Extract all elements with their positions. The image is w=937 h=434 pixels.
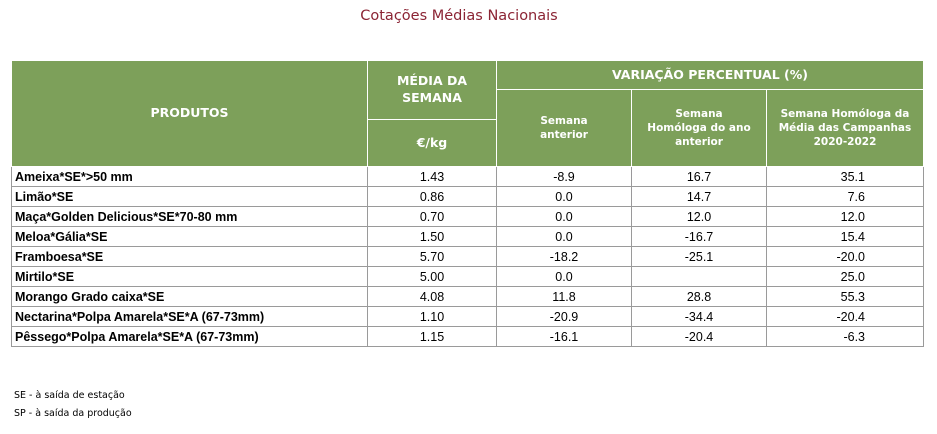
cell-media-semana: 5.00 [367,266,497,287]
cell-homologa-ano-anterior: -16.7 [631,226,767,247]
cell-semana-anterior: 0.0 [496,186,632,207]
page-title: Cotações Médias Nacionais [360,8,558,24]
cell-homologa-campanhas: -20.4 [766,306,924,327]
header-produtos: PRODUTOS [11,60,368,167]
cell-homologa-campanhas: 15.4 [766,226,924,247]
cell-semana-anterior: -8.9 [496,166,632,187]
cell-media-semana: 5.70 [367,246,497,267]
header-media-semana: MÉDIA DA SEMANA [367,60,497,120]
cell-homologa-campanhas: 12.0 [766,206,924,227]
cell-semana-anterior: 0.0 [496,226,632,247]
cell-produto: Nectarina*Polpa Amarela*SE*A (67-73mm) [11,306,368,327]
cell-homologa-ano-anterior [631,266,767,287]
cell-produto: Maça*Golden Delicious*SE*70-80 mm [11,206,368,227]
header-homologa-ano-anterior: Semana Homóloga do ano anterior [631,89,767,167]
cell-homologa-ano-anterior: -20.4 [631,326,767,347]
cell-media-semana: 1.10 [367,306,497,327]
table-row: Meloa*Gália*SE 1.50 0.0 -16.7 15.4 [11,226,924,247]
cell-media-semana: 4.08 [367,286,497,307]
cell-homologa-campanhas: 7.6 [766,186,924,207]
table-body: Ameixa*SE*>50 mm 1.43 -8.9 16.7 35.1 Limão*SE… [11,166,924,347]
table-row: Limão*SE 0.86 0.0 14.7 7.6 [11,186,924,207]
cell-produto: Meloa*Gália*SE [11,226,368,247]
cell-homologa-campanhas: 55.3 [766,286,924,307]
header-homologa-campanhas: Semana Homóloga da Média das Campanhas 2… [766,89,924,167]
header-semana-anterior: Semana anterior [496,89,632,167]
table-row: Ameixa*SE*>50 mm 1.43 -8.9 16.7 35.1 [11,166,924,187]
cell-homologa-ano-anterior: 28.8 [631,286,767,307]
header-unit: €/kg [367,119,497,167]
cell-media-semana: 1.50 [367,226,497,247]
cell-homologa-ano-anterior: -25.1 [631,246,767,267]
cell-semana-anterior: -20.9 [496,306,632,327]
cell-homologa-ano-anterior: 14.7 [631,186,767,207]
cell-produto: Morango Grado caixa*SE [11,286,368,307]
cell-homologa-campanhas: -6.3 [766,326,924,347]
header-variacao-percentual: VARIAÇÃO PERCENTUAL (%) [496,60,924,90]
cell-semana-anterior: 0.0 [496,266,632,287]
table-row: Morango Grado caixa*SE 4.08 11.8 28.8 55.3 [11,286,924,307]
cell-homologa-ano-anterior: 12.0 [631,206,767,227]
cell-homologa-campanhas: 35.1 [766,166,924,187]
cell-produto: Limão*SE [11,186,368,207]
cell-homologa-campanhas: -20.0 [766,246,924,267]
cell-produto: Ameixa*SE*>50 mm [11,166,368,187]
cell-homologa-ano-anterior: -34.4 [631,306,767,327]
cell-semana-anterior: 0.0 [496,206,632,227]
table-row: Pêssego*Polpa Amarela*SE*A (67-73mm) 1.15… [11,326,924,347]
cell-media-semana: 0.86 [367,186,497,207]
cell-semana-anterior: -18.2 [496,246,632,267]
footnote-sp: SP - à saída da produção [14,408,132,419]
cell-produto: Mirtilo*SE [11,266,368,287]
table-row: Framboesa*SE 5.70 -18.2 -25.1 -20.0 [11,246,924,267]
cell-produto: Pêssego*Polpa Amarela*SE*A (67-73mm) [11,326,368,347]
cell-homologa-ano-anterior: 16.7 [631,166,767,187]
cell-media-semana: 1.43 [367,166,497,187]
cell-semana-anterior: -16.1 [496,326,632,347]
table-row: Mirtilo*SE 5.00 0.0 25.0 [11,266,924,287]
table-row: Nectarina*Polpa Amarela*SE*A (67-73mm) 1.… [11,306,924,327]
cell-semana-anterior: 11.8 [496,286,632,307]
cell-media-semana: 1.15 [367,326,497,347]
cell-homologa-campanhas: 25.0 [766,266,924,287]
cell-produto: Framboesa*SE [11,246,368,267]
cell-media-semana: 0.70 [367,206,497,227]
footnote-se: SE - à saída de estação [14,390,125,401]
quotes-table: PRODUTOS MÉDIA DA SEMANA VARIAÇÃO PERCEN… [11,60,924,347]
table-row: Maça*Golden Delicious*SE*70-80 mm 0.70 0.0… [11,206,924,227]
